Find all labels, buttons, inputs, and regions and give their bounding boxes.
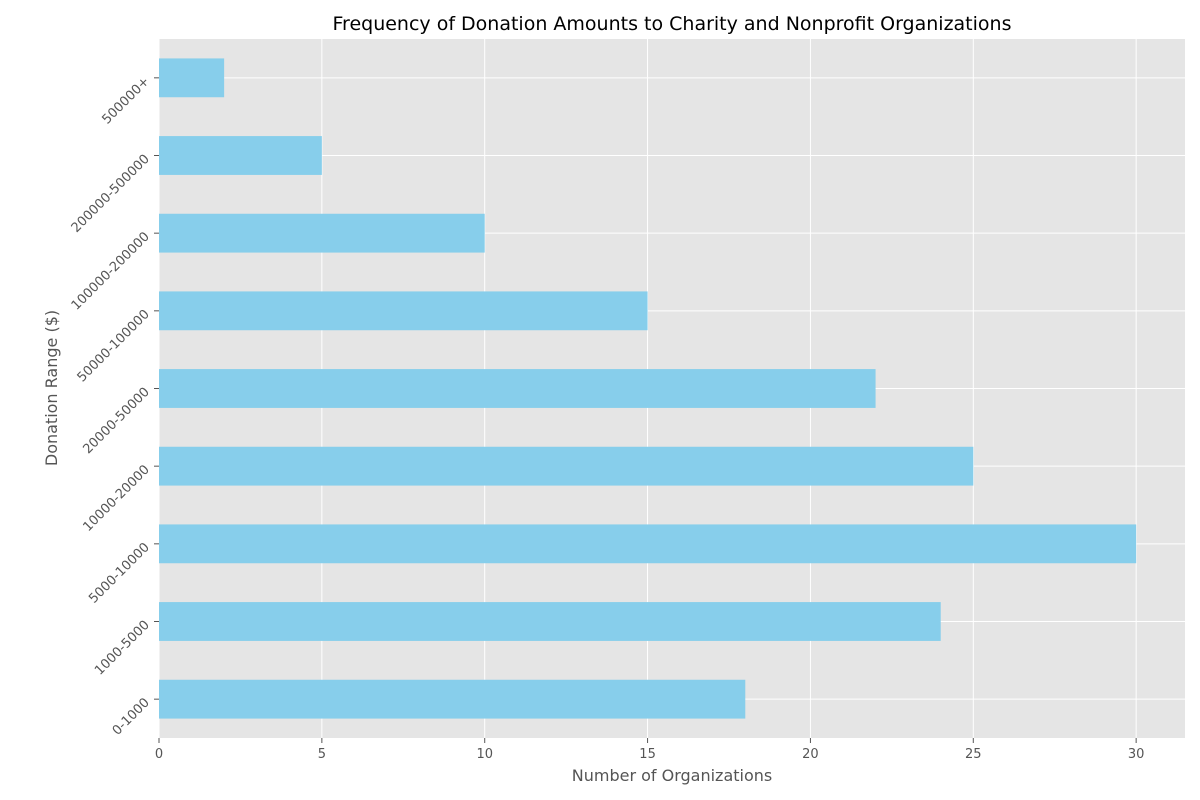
y-tick-label: 10000-20000 <box>80 462 152 534</box>
y-tick-label: 50000-100000 <box>75 307 153 385</box>
x-tick-label: 20 <box>802 747 819 762</box>
chart-title: Frequency of Donation Amounts to Charity… <box>333 13 1012 35</box>
y-tick-label: 500000+ <box>99 74 152 127</box>
x-tick-label: 15 <box>639 747 656 762</box>
bar-50000-100000 <box>159 291 648 331</box>
bar-20000-50000 <box>159 369 876 408</box>
bar-5000-10000 <box>159 524 1137 564</box>
x-axis-label: Number of Organizations <box>572 766 773 785</box>
x-tick-label: 0 <box>155 747 163 762</box>
x-axis-ticks: 0 5 10 15 20 25 30 <box>155 738 1145 762</box>
y-axis-label: Donation Range ($) <box>42 310 61 466</box>
y-axis-ticks: 0-10001000-50005000-1000010000-200002000… <box>69 74 159 739</box>
bar-1000-5000 <box>159 602 941 641</box>
x-tick-label: 30 <box>1128 747 1145 762</box>
y-tick-label: 20000-50000 <box>80 385 152 457</box>
x-tick-label: 5 <box>318 747 326 762</box>
bar-200000-500000 <box>159 136 322 175</box>
x-tick-label: 25 <box>965 747 982 762</box>
x-tick-label: 10 <box>476 747 493 762</box>
bar-500000+ <box>159 58 225 98</box>
y-tick-label: 1000-5000 <box>92 618 153 679</box>
bar-0-1000 <box>159 679 746 719</box>
y-tick-label: 0-1000 <box>110 695 153 738</box>
y-tick-label: 200000-500000 <box>69 152 153 236</box>
y-tick-label: 5000-10000 <box>86 540 153 607</box>
bar-100000-200000 <box>159 213 485 253</box>
bar-10000-20000 <box>159 446 974 486</box>
bars <box>159 58 1137 719</box>
y-tick-label: 100000-200000 <box>69 229 153 313</box>
